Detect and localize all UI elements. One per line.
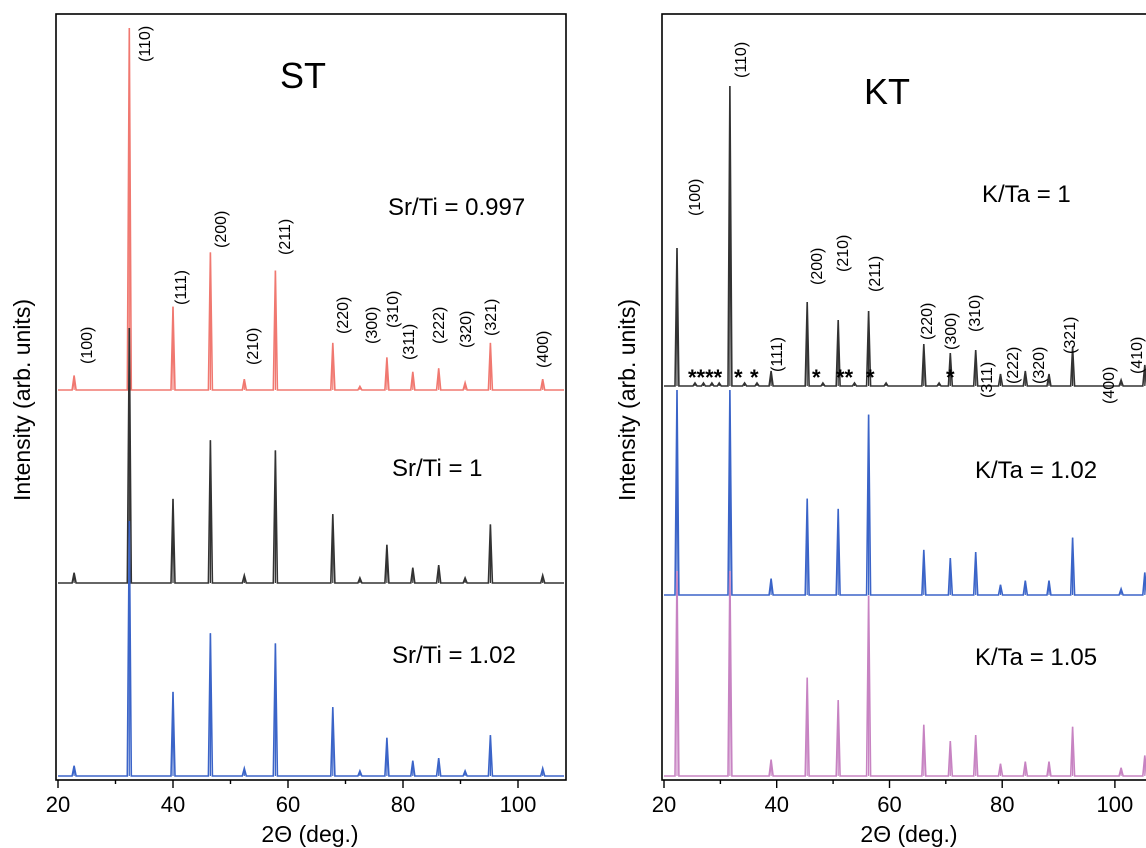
st-panel: 20 40 60 80 100 ST Sr/Ti = 0.997 Sr/Ti = 1 S…: [9, 13, 567, 847]
impurity-mark-group: ****: [688, 365, 723, 390]
st-series-trace-3: [58, 520, 564, 777]
kt-x-tick-label: 80: [990, 792, 1014, 817]
impurity-mark: *: [866, 365, 875, 390]
st-x-axis-title: 2Θ (deg.): [261, 821, 358, 847]
st-hkl-110: (110): [137, 26, 154, 62]
impurity-mark: *: [734, 365, 743, 390]
kt-series-label-105: K/Ta = 1.05: [975, 644, 1097, 671]
kt-x-tick-label: 100: [1097, 792, 1134, 817]
kt-panel-title: KT: [864, 71, 910, 112]
st-x-tick-label: 20: [46, 792, 70, 817]
kt-series-label-102: K/Ta = 1.02: [975, 457, 1097, 484]
kt-series-trace-3: [664, 570, 1146, 777]
kt-x-axis-title: 2Θ (deg.): [860, 821, 957, 847]
st-hkl-200: (200): [213, 211, 230, 248]
kt-hkl-110: (110): [733, 42, 750, 78]
st-hkl-labels: (100) (110) (111) (200) (210) (211) (220…: [79, 26, 552, 368]
kt-series-trace-2: [664, 389, 1146, 596]
st-hkl-222: (222): [431, 307, 448, 344]
kt-hkl-labels: (100) (110) (111) (200) (210) (211) (220…: [687, 42, 1146, 404]
st-hkl-100: (100): [79, 327, 96, 364]
kt-x-tick-label: 20: [652, 792, 676, 817]
st-hkl-111: (111): [173, 270, 190, 305]
impurity-mark: *: [946, 365, 955, 390]
kt-series-label-1: K/Ta = 1: [982, 181, 1071, 208]
kt-hkl-111: (111): [769, 337, 786, 372]
kt-hkl-311: (311): [979, 362, 996, 398]
kt-hkl-321: (321): [1062, 317, 1079, 354]
st-hkl-310: (310): [385, 291, 402, 328]
st-x-tick-label: 80: [391, 792, 415, 817]
st-hkl-400: (400): [535, 331, 552, 368]
st-y-axis-title: Intensity (arb. units): [9, 299, 35, 501]
kt-hkl-300: (300): [943, 313, 960, 350]
kt-hkl-410: (410): [1129, 337, 1146, 374]
st-hkl-220: (220): [335, 297, 352, 334]
kt-hkl-100: (100): [687, 179, 704, 216]
st-series-trace-1: [58, 27, 564, 391]
impurity-mark: **: [836, 365, 854, 390]
st-series-label-102: Sr/Ti = 1.02: [392, 642, 516, 669]
kt-hkl-200: (200): [809, 248, 826, 285]
kt-x-tick-label: 40: [764, 792, 788, 817]
st-hkl-321: (321): [483, 299, 500, 336]
kt-hkl-220: (220): [919, 303, 936, 340]
st-series-label-0997: Sr/Ti = 0.997: [388, 194, 525, 221]
kt-hkl-211: (211): [867, 256, 884, 292]
kt-y-axis-title: Intensity (arb. units): [614, 299, 640, 501]
st-x-tick-label: 60: [276, 792, 300, 817]
st-x-tick-label: 100: [500, 792, 537, 817]
st-hkl-320: (320): [458, 311, 475, 348]
st-hkl-211: (211): [277, 219, 294, 255]
st-series-label-1: Sr/Ti = 1: [392, 455, 482, 482]
impurity-mark: *: [750, 365, 759, 390]
kt-hkl-222: (222): [1005, 347, 1022, 384]
kt-panel: 20 40 60 80 100 KT K/Ta = 1 K/Ta = 1.02 K/Ta…: [614, 13, 1146, 847]
st-hkl-311: (311): [401, 324, 418, 360]
kt-hkl-210: (210): [835, 235, 852, 272]
st-plot-frame: [55, 13, 567, 781]
st-hkl-300: (300): [364, 307, 381, 344]
st-series-trace-2: [58, 327, 564, 584]
st-hkl-210: (210): [245, 328, 262, 365]
kt-x-ticks: 20 40 60 80 100: [652, 780, 1134, 817]
st-x-ticks: 20 40 60 80 100: [46, 780, 537, 817]
st-x-tick-label: 40: [161, 792, 185, 817]
kt-traces: [664, 85, 1146, 777]
kt-hkl-400: (400): [1101, 367, 1118, 404]
kt-hkl-320: (320): [1031, 347, 1048, 384]
kt-plot-frame: [661, 13, 1146, 781]
st-panel-title: ST: [280, 55, 326, 96]
st-traces: [58, 27, 564, 777]
kt-hkl-310: (310): [967, 295, 984, 332]
kt-x-tick-label: 60: [877, 792, 901, 817]
kt-impurity-marks: **** * * * ** * *: [688, 365, 955, 390]
impurity-mark: *: [812, 365, 821, 390]
